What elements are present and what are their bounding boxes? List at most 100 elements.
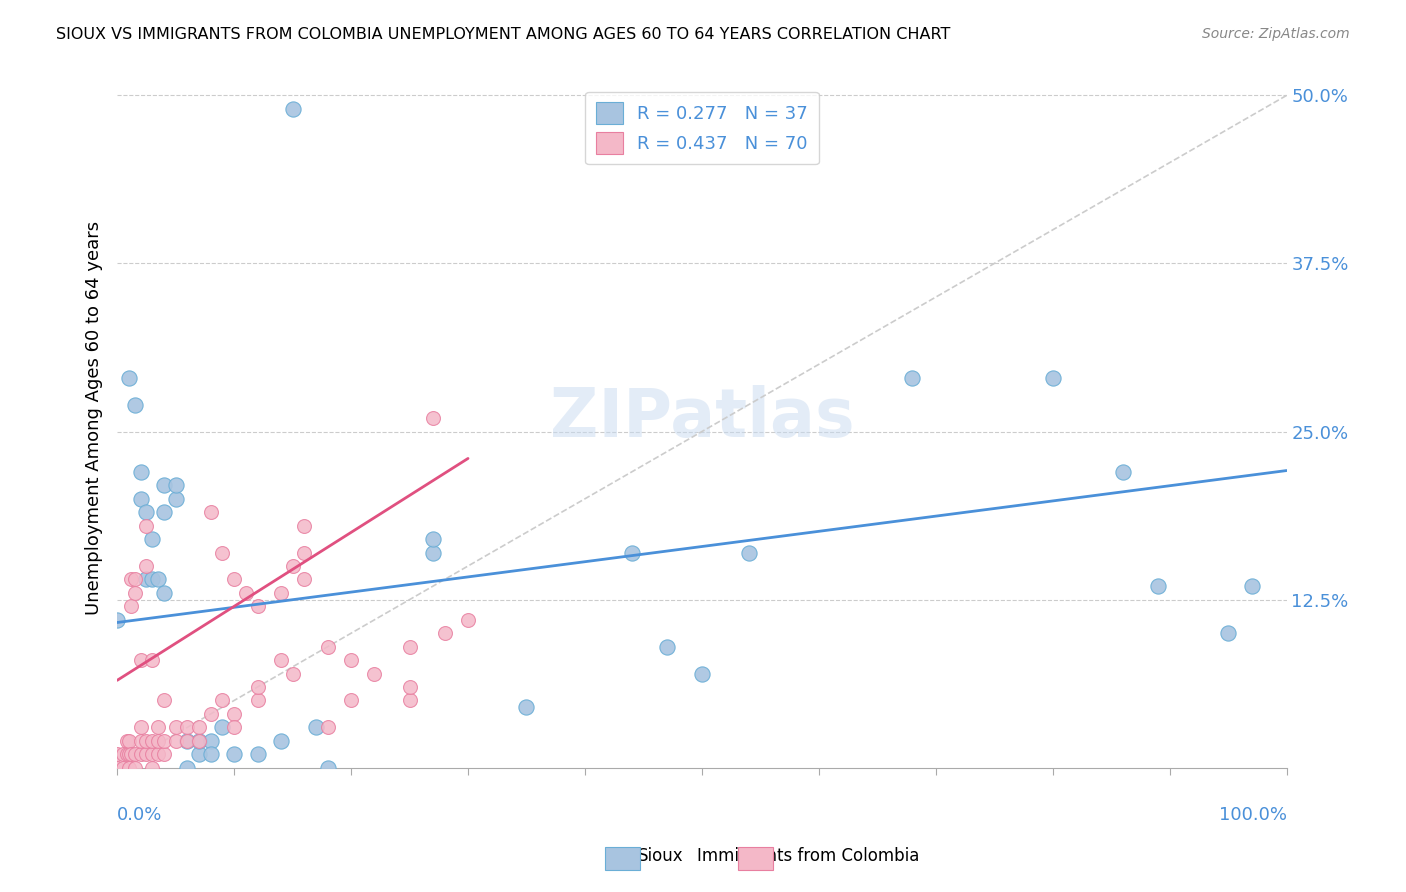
- Point: [141, 761, 163, 775]
- Point: [135, 505, 157, 519]
- Point: [153, 505, 176, 519]
- Point: [120, 747, 142, 762]
- Point: [200, 734, 222, 748]
- Point: [146, 573, 169, 587]
- Point: [737, 545, 759, 559]
- Point: [224, 706, 246, 721]
- Point: [129, 747, 152, 762]
- Point: [292, 518, 315, 533]
- Point: [200, 505, 222, 519]
- Point: [246, 599, 269, 614]
- Text: SIOUX VS IMMIGRANTS FROM COLOMBIA UNEMPLOYMENT AMONG AGES 60 TO 64 YEARS CORRELA: SIOUX VS IMMIGRANTS FROM COLOMBIA UNEMPL…: [56, 27, 950, 42]
- Point: [165, 720, 187, 734]
- Point: [146, 747, 169, 762]
- Point: [211, 545, 233, 559]
- Point: [115, 734, 138, 748]
- Point: [398, 680, 420, 694]
- Point: [398, 640, 420, 654]
- Point: [129, 720, 152, 734]
- Point: [246, 747, 269, 762]
- Point: [188, 747, 211, 762]
- Point: [246, 693, 269, 707]
- Point: [115, 747, 138, 762]
- Point: [690, 666, 713, 681]
- Point: [246, 680, 269, 694]
- Point: [620, 545, 643, 559]
- Point: [105, 613, 128, 627]
- Point: [141, 747, 163, 762]
- Point: [398, 693, 420, 707]
- Point: [281, 102, 304, 116]
- Point: [176, 720, 198, 734]
- Point: [340, 693, 363, 707]
- Text: Source: ZipAtlas.com: Source: ZipAtlas.com: [1202, 27, 1350, 41]
- Point: [141, 573, 163, 587]
- Text: 0.0%: 0.0%: [117, 806, 163, 824]
- Point: [422, 545, 444, 559]
- Point: [433, 626, 456, 640]
- Point: [422, 411, 444, 425]
- Point: [135, 559, 157, 574]
- Point: [165, 734, 187, 748]
- Text: Sioux: Sioux: [638, 847, 683, 865]
- Point: [129, 653, 152, 667]
- Point: [176, 761, 198, 775]
- Point: [211, 693, 233, 707]
- Point: [105, 761, 128, 775]
- Point: [316, 761, 339, 775]
- Point: [105, 747, 128, 762]
- Point: [129, 734, 152, 748]
- Point: [141, 532, 163, 546]
- Point: [124, 586, 146, 600]
- Point: [292, 545, 315, 559]
- Point: [135, 734, 157, 748]
- Point: [200, 747, 222, 762]
- Point: [188, 734, 211, 748]
- Legend: R = 0.277   N = 37, R = 0.437   N = 70: R = 0.277 N = 37, R = 0.437 N = 70: [585, 92, 818, 164]
- Y-axis label: Unemployment Among Ages 60 to 64 years: Unemployment Among Ages 60 to 64 years: [86, 221, 103, 615]
- Point: [153, 693, 176, 707]
- Point: [270, 653, 292, 667]
- Point: [141, 653, 163, 667]
- Point: [124, 573, 146, 587]
- Point: [135, 518, 157, 533]
- Point: [118, 734, 141, 748]
- Point: [281, 666, 304, 681]
- Point: [200, 706, 222, 721]
- Point: [141, 734, 163, 748]
- Point: [135, 573, 157, 587]
- Point: [118, 747, 141, 762]
- Point: [120, 599, 142, 614]
- Point: [188, 734, 211, 748]
- Point: [124, 398, 146, 412]
- Point: [118, 761, 141, 775]
- Point: [1216, 626, 1239, 640]
- Point: [120, 573, 142, 587]
- Point: [1042, 371, 1064, 385]
- Text: ZIPatlas: ZIPatlas: [550, 385, 855, 451]
- Point: [153, 734, 176, 748]
- Point: [305, 720, 328, 734]
- Point: [224, 573, 246, 587]
- Point: [153, 586, 176, 600]
- Text: Immigrants from Colombia: Immigrants from Colombia: [697, 847, 920, 865]
- Point: [176, 734, 198, 748]
- Point: [224, 747, 246, 762]
- Point: [1240, 579, 1263, 593]
- Point: [457, 613, 479, 627]
- Point: [124, 761, 146, 775]
- Point: [270, 734, 292, 748]
- Point: [235, 586, 257, 600]
- Point: [112, 761, 135, 775]
- Point: [270, 586, 292, 600]
- Text: 100.0%: 100.0%: [1219, 806, 1286, 824]
- Point: [176, 734, 198, 748]
- Point: [124, 747, 146, 762]
- Point: [129, 491, 152, 506]
- Point: [422, 532, 444, 546]
- Point: [146, 720, 169, 734]
- Point: [211, 720, 233, 734]
- Point: [118, 371, 141, 385]
- Point: [316, 640, 339, 654]
- Point: [316, 720, 339, 734]
